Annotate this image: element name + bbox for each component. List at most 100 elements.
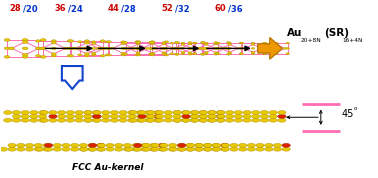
Circle shape	[204, 48, 209, 49]
Circle shape	[286, 48, 290, 49]
Circle shape	[141, 143, 149, 147]
Circle shape	[121, 41, 125, 43]
Circle shape	[234, 118, 243, 122]
Circle shape	[193, 48, 197, 49]
Text: 45: 45	[342, 109, 354, 119]
Circle shape	[39, 47, 45, 49]
Circle shape	[84, 111, 93, 114]
Circle shape	[124, 48, 127, 49]
Circle shape	[79, 147, 88, 151]
Text: 20+8N: 20+8N	[300, 38, 321, 43]
Circle shape	[25, 143, 34, 147]
Circle shape	[143, 143, 151, 147]
Circle shape	[228, 42, 231, 44]
Circle shape	[68, 40, 74, 42]
Circle shape	[174, 111, 181, 114]
Circle shape	[204, 143, 212, 147]
Circle shape	[121, 42, 125, 44]
Circle shape	[181, 51, 185, 53]
Circle shape	[92, 118, 101, 122]
Circle shape	[97, 143, 105, 147]
Circle shape	[190, 118, 198, 122]
Circle shape	[193, 42, 197, 44]
Circle shape	[102, 118, 110, 122]
Circle shape	[91, 47, 96, 49]
Circle shape	[263, 53, 267, 54]
Circle shape	[216, 53, 220, 54]
Circle shape	[121, 52, 125, 54]
Circle shape	[21, 111, 29, 114]
Circle shape	[149, 48, 152, 49]
Circle shape	[67, 55, 72, 57]
Circle shape	[105, 41, 110, 43]
Circle shape	[88, 147, 96, 151]
Circle shape	[240, 53, 243, 54]
Circle shape	[150, 53, 153, 55]
Polygon shape	[258, 38, 282, 59]
Circle shape	[136, 43, 140, 45]
Circle shape	[21, 118, 29, 122]
Circle shape	[162, 52, 166, 54]
Circle shape	[135, 47, 139, 49]
Circle shape	[77, 41, 82, 43]
Circle shape	[22, 47, 28, 50]
Circle shape	[243, 111, 251, 114]
Circle shape	[239, 42, 243, 44]
Text: /36: /36	[228, 4, 242, 13]
Circle shape	[136, 53, 140, 55]
Circle shape	[169, 147, 177, 151]
Circle shape	[179, 48, 183, 49]
Circle shape	[151, 143, 160, 147]
Circle shape	[106, 143, 114, 147]
Circle shape	[0, 147, 8, 151]
Circle shape	[208, 118, 217, 122]
Circle shape	[162, 48, 166, 49]
Bar	[109, 42, 137, 55]
Circle shape	[278, 111, 286, 114]
Circle shape	[134, 143, 142, 147]
Circle shape	[127, 48, 131, 49]
Circle shape	[164, 54, 169, 56]
Circle shape	[62, 143, 70, 147]
Bar	[242, 43, 264, 54]
Circle shape	[181, 118, 190, 122]
Circle shape	[121, 47, 125, 49]
Circle shape	[200, 114, 208, 118]
Circle shape	[201, 53, 206, 55]
Circle shape	[136, 48, 140, 49]
Circle shape	[88, 143, 96, 147]
Circle shape	[62, 147, 70, 151]
Circle shape	[97, 147, 105, 151]
Circle shape	[256, 147, 264, 151]
Circle shape	[208, 111, 217, 114]
Circle shape	[68, 47, 74, 49]
Circle shape	[269, 118, 277, 122]
Circle shape	[75, 114, 83, 118]
Circle shape	[195, 147, 203, 151]
Circle shape	[226, 48, 230, 49]
Circle shape	[188, 53, 192, 55]
Circle shape	[208, 114, 217, 118]
Circle shape	[136, 42, 140, 43]
Circle shape	[136, 54, 141, 56]
Circle shape	[239, 143, 247, 147]
Circle shape	[155, 111, 164, 114]
Circle shape	[66, 114, 74, 118]
Circle shape	[34, 147, 42, 151]
Circle shape	[190, 114, 198, 118]
Circle shape	[195, 143, 203, 147]
Bar	[265, 43, 288, 54]
Circle shape	[4, 111, 12, 114]
Circle shape	[36, 47, 40, 49]
Circle shape	[216, 118, 225, 122]
Circle shape	[147, 111, 155, 114]
Circle shape	[140, 47, 144, 49]
Circle shape	[92, 111, 101, 114]
Circle shape	[84, 53, 90, 55]
Text: (SR): (SR)	[324, 28, 349, 38]
Circle shape	[191, 111, 199, 114]
Circle shape	[252, 118, 260, 122]
Circle shape	[12, 114, 21, 118]
Circle shape	[77, 54, 82, 56]
Circle shape	[171, 48, 175, 49]
